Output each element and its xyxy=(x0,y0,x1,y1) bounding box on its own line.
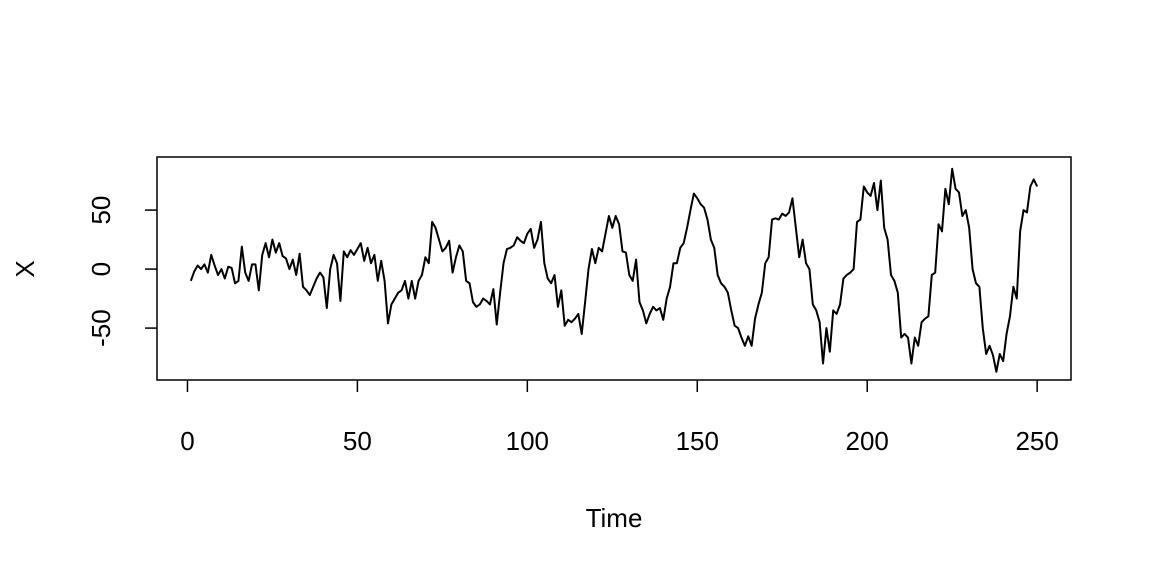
x-axis-label: Time xyxy=(586,503,643,533)
y-tick-label: 0 xyxy=(86,262,116,276)
data-line xyxy=(189,167,1039,373)
x-tick-label: 250 xyxy=(1015,426,1058,456)
y-axis-label: X xyxy=(10,260,40,277)
x-tick-label: 150 xyxy=(676,426,719,456)
x-tick-label: 100 xyxy=(506,426,549,456)
x-tick-label: 0 xyxy=(180,426,194,456)
y-tick-label: -50 xyxy=(86,309,116,347)
x-tick-label: 200 xyxy=(846,426,889,456)
y-tick-label: 50 xyxy=(86,196,116,225)
x-tick-label: 50 xyxy=(343,426,372,456)
